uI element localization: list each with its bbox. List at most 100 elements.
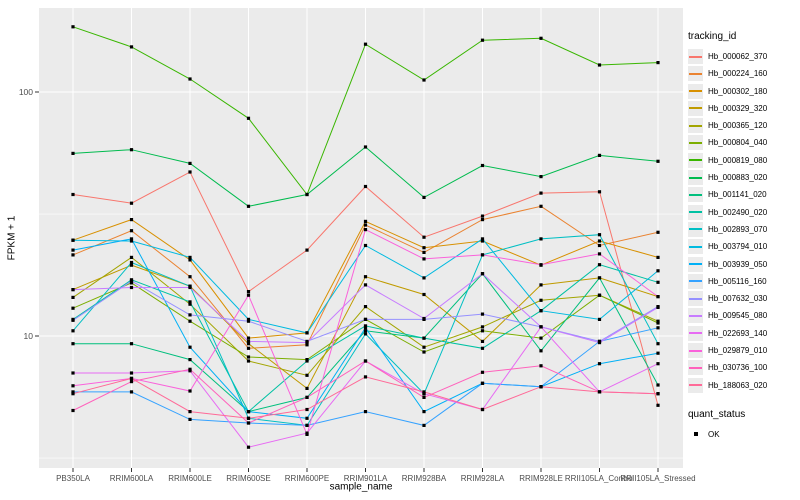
- data-point: [71, 390, 75, 394]
- data-point: [129, 342, 134, 346]
- legend-item-Hb_000062_370: Hb_000062_370: [688, 49, 798, 64]
- data-point: [246, 116, 251, 120]
- legend-item-Hb_002893_070: Hb_002893_070: [688, 221, 798, 237]
- data-point: [480, 370, 485, 374]
- legend-item-label: Hb_029879_010: [708, 346, 768, 356]
- legend-item-Hb_188063_020: Hb_188063_020: [688, 377, 798, 393]
- legend-item-label: Hb_188063_020: [708, 380, 768, 390]
- legend-item-Hb_000329_320: Hb_000329_320: [688, 100, 798, 116]
- data-point: [305, 407, 309, 412]
- data-point: [246, 416, 251, 420]
- data-point: [363, 332, 368, 336]
- data-point: [188, 367, 192, 371]
- data-point: [539, 204, 543, 208]
- data-point: [363, 410, 368, 414]
- data-point: [422, 235, 426, 239]
- data-point: [656, 255, 660, 259]
- data-point: [305, 359, 309, 363]
- data-point: [480, 312, 485, 316]
- legend-key-line-icon: [688, 377, 703, 393]
- data-point: [188, 313, 192, 317]
- data-point: [246, 317, 251, 321]
- x-tick-label: RRII105LA_Stressed: [620, 474, 695, 483]
- data-point: [305, 432, 309, 436]
- data-point: [188, 410, 192, 414]
- data-point: [305, 343, 309, 347]
- legend-item-label: Hb_000365_120: [708, 121, 768, 131]
- data-point: [422, 345, 426, 349]
- quant-status-legend-items: OK: [688, 426, 798, 444]
- legend-key-line-icon: [688, 100, 703, 116]
- data-point: [363, 184, 368, 189]
- data-point: [480, 253, 485, 257]
- data-point: [597, 341, 602, 345]
- data-point: [129, 260, 134, 265]
- legend-key-line-icon: [688, 187, 703, 203]
- data-point: [422, 423, 426, 427]
- legend-item-label: OK: [708, 429, 720, 439]
- data-point: [656, 230, 660, 234]
- data-point: [422, 316, 426, 321]
- legend-key-line-icon: [688, 273, 703, 289]
- data-point: [71, 288, 75, 292]
- data-point: [656, 321, 660, 325]
- data-point: [246, 204, 251, 208]
- data-point: [71, 342, 75, 346]
- legend-item-Hb_003939_050: Hb_003939_050: [688, 256, 798, 272]
- data-point: [656, 351, 660, 355]
- data-point: [656, 326, 660, 330]
- data-point: [246, 355, 251, 359]
- data-point: [129, 390, 134, 394]
- legend: tracking_id Hb_000062_370 Hb_000224_160 Hb…: [688, 31, 798, 444]
- legend-key-line-icon: [688, 83, 703, 99]
- data-point: [656, 280, 660, 284]
- data-point: [539, 385, 543, 389]
- data-point: [422, 257, 426, 261]
- legend-key-line-icon: [688, 325, 703, 341]
- data-point: [129, 371, 134, 375]
- data-point: [597, 276, 602, 280]
- data-point: [363, 223, 368, 227]
- legend-item-Hb_009545_080: Hb_009545_080: [688, 308, 798, 324]
- legend-item-Hb_000302_180: Hb_000302_180: [688, 83, 798, 99]
- legend-item-Hb_001141_020: Hb_001141_020: [688, 187, 798, 203]
- legend-item-Hb_000819_080: Hb_000819_080: [688, 152, 798, 168]
- data-point: [480, 38, 485, 42]
- data-point: [597, 63, 602, 67]
- data-point: [363, 42, 368, 46]
- data-point: [656, 383, 660, 387]
- data-point: [71, 306, 75, 310]
- data-point: [480, 214, 485, 218]
- data-point: [363, 219, 368, 223]
- data-point: [480, 239, 485, 243]
- data-point: [71, 329, 75, 333]
- legend-title-quant-status: quant_status: [688, 408, 746, 420]
- y-tick-label: 10: [24, 331, 34, 341]
- data-point: [71, 408, 75, 413]
- data-point: [71, 253, 75, 257]
- data-point: [188, 358, 192, 362]
- legend-item-label: Hb_005116_160: [708, 276, 767, 286]
- data-point: [71, 192, 75, 197]
- legend-key-line-icon: [688, 256, 703, 272]
- data-point: [363, 359, 368, 363]
- data-point: [656, 362, 660, 366]
- x-tick-label: RRIM600SE: [226, 474, 270, 483]
- legend-key-line-icon: [688, 66, 703, 82]
- data-point: [539, 175, 543, 179]
- data-point: [363, 305, 368, 309]
- data-point: [422, 78, 426, 82]
- data-point: [71, 318, 75, 322]
- data-point: [129, 279, 134, 283]
- data-point: [246, 342, 251, 346]
- legend-item-Hb_000883_020: Hb_000883_020: [688, 170, 798, 186]
- data-point: [246, 346, 251, 350]
- data-point: [597, 243, 602, 248]
- data-point: [422, 195, 426, 199]
- data-point: [539, 36, 543, 40]
- data-point: [597, 293, 602, 297]
- y-axis-title: FPKM + 1: [6, 215, 18, 261]
- data-point: [656, 269, 660, 273]
- data-point: [129, 281, 134, 285]
- legend-item-Hb_000804_040: Hb_000804_040: [688, 135, 798, 151]
